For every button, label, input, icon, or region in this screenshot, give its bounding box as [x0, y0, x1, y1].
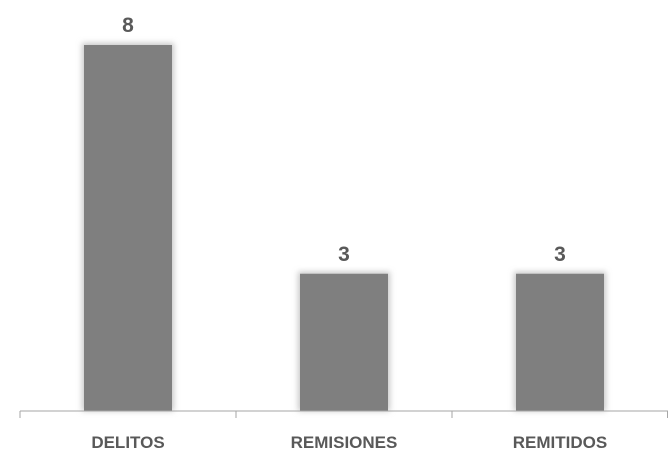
bars-layer	[82, 43, 606, 411]
x-axis	[19, 410, 668, 418]
data-label: 3	[554, 243, 566, 266]
bar-remisiones	[300, 273, 388, 411]
data-label: 3	[338, 243, 350, 266]
labels-layer: 8 DELITOS 3 REMISIONES 3 REMITIDOS	[91, 14, 607, 452]
category-label: REMITIDOS	[513, 433, 607, 452]
category-label: DELITOS	[91, 433, 164, 452]
data-label: 8	[122, 14, 134, 37]
category-label: REMISIONES	[291, 433, 398, 452]
bar-remitidos	[516, 273, 604, 411]
bar-delitos	[84, 45, 172, 411]
